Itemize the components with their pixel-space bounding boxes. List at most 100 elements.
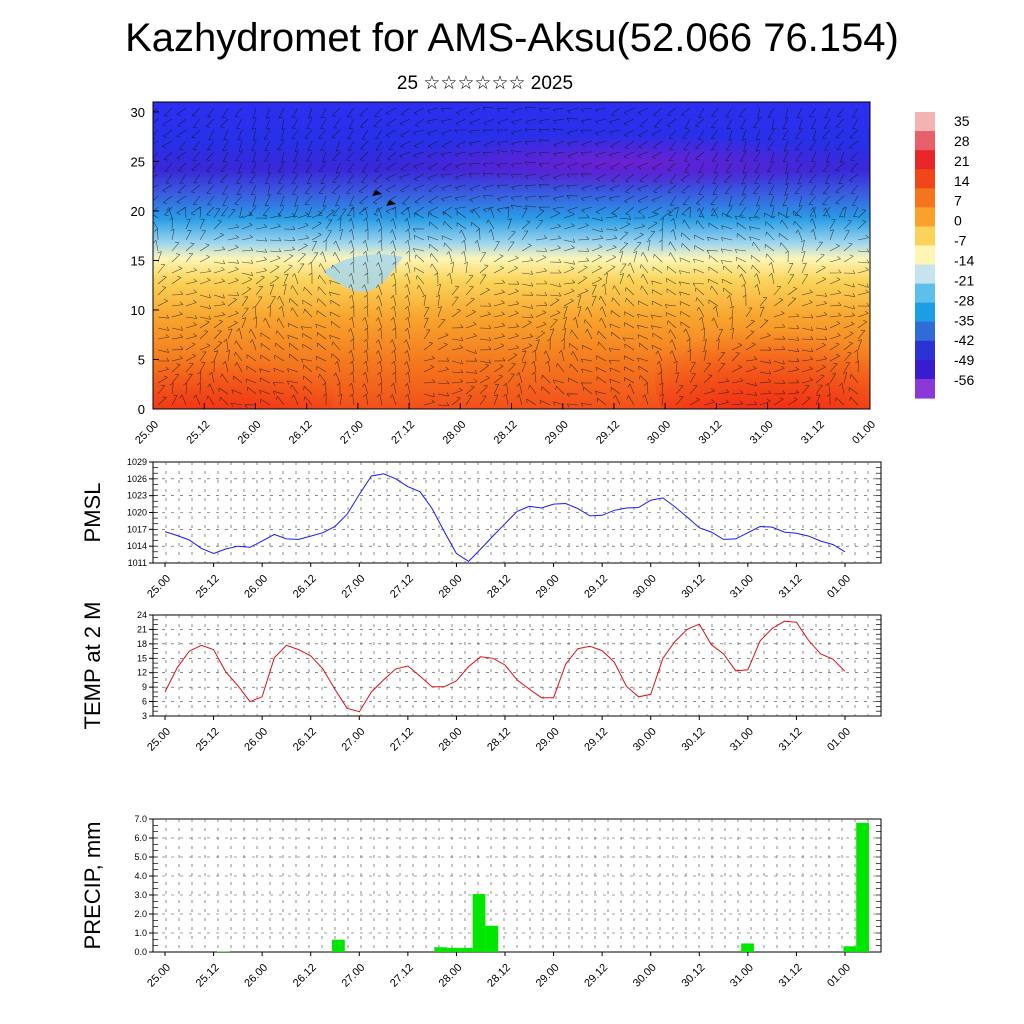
precip-bar <box>485 925 499 952</box>
precip-bar <box>856 822 869 952</box>
colorbar-label: -7 <box>954 233 967 249</box>
section-x-tick-label: 31.12 <box>799 419 827 447</box>
colorbar-label: 0 <box>954 213 962 229</box>
precip-bar <box>216 951 230 952</box>
precip-x-tick-label: 30.00 <box>631 962 659 990</box>
colorbar-label: -35 <box>954 312 974 328</box>
precip-minor-ticks <box>153 818 881 953</box>
section-y-tick-label: 30 <box>131 105 145 120</box>
precip-y-tick-label: 1.0 <box>134 928 147 938</box>
section-x-tick-label: 30.12 <box>697 419 725 447</box>
colorbar-label: -42 <box>954 332 974 348</box>
pmsl-x-tick-label: 26.00 <box>242 573 270 601</box>
pmsl-y-tick-label: 1014 <box>127 541 147 551</box>
precip-y-tick-label: 2.0 <box>134 909 147 919</box>
colorbar-segment <box>915 112 935 132</box>
section-x-tick-label: 28.12 <box>492 419 520 447</box>
pmsl-x-tick-label: 26.12 <box>291 573 319 601</box>
precip-x-tick-label: 30.12 <box>679 962 707 990</box>
temp2m-frame <box>152 614 882 717</box>
wind-barbs <box>153 106 870 409</box>
colorbar-segment <box>915 264 935 285</box>
colorbar-segment <box>915 245 935 266</box>
section-x-tick-label: 26.00 <box>236 419 264 447</box>
temp2m-x-tick-label: 27.12 <box>388 726 416 754</box>
pmsl-x-tick-label: 31.00 <box>728 573 756 601</box>
pmsl-x-tick-label: 28.12 <box>485 573 513 601</box>
temp2m-x-tick-label: 31.00 <box>728 726 756 754</box>
temp2m-x-tick-label: 31.12 <box>777 726 805 754</box>
pmsl-y-tick-label: 1026 <box>127 474 147 484</box>
section-x-tick-label: 29.00 <box>543 419 571 447</box>
colorbar-label: -49 <box>954 352 974 368</box>
section-x-tick-label: 28.00 <box>440 419 468 447</box>
cold-area-top <box>393 134 853 190</box>
pmsl-y-tick-label: 1017 <box>127 524 147 534</box>
pmsl-x-tick-label: 29.12 <box>582 573 610 601</box>
precip-grid <box>153 819 881 952</box>
section-y-tick-label: 10 <box>131 303 145 318</box>
precip-x-tick-label: 31.12 <box>777 962 805 990</box>
temp2m-x-tick-label: 01.00 <box>825 726 853 754</box>
pmsl-frame <box>152 461 882 564</box>
pmsl-x-tick-label: 30.00 <box>631 573 659 601</box>
section-y-tick-label: 25 <box>131 154 145 169</box>
temp2m-x-tick-label: 26.00 <box>242 726 270 754</box>
temp2m-x-tick-label: 25.12 <box>194 726 222 754</box>
precip-y-tick-label: 6.0 <box>134 833 147 843</box>
section-x-tick-label: 30.00 <box>645 419 673 447</box>
temp2m-x-tick-label: 30.12 <box>679 726 707 754</box>
precip-y-tick-label: 0.0 <box>134 947 147 957</box>
section-y-tick-label: 0 <box>138 402 145 417</box>
page-title: Kazhydromet for AMS-Aksu(52.066 76.154) <box>125 16 899 60</box>
precip-x-tick-label: 28.00 <box>437 962 465 990</box>
precip-x-tick-label: 29.00 <box>534 962 562 990</box>
precip-y-tick-label: 4.0 <box>134 871 147 881</box>
precip-bar <box>434 947 448 952</box>
temp2m-x-tick-label: 26.12 <box>291 726 319 754</box>
precip-x-tick-label: 27.12 <box>388 962 416 990</box>
section-y-tick-label: 15 <box>131 253 145 268</box>
colorbar-label: 7 <box>954 193 962 209</box>
colorbar-label: 35 <box>954 113 970 129</box>
colorbar-label: -14 <box>954 252 974 268</box>
precip-y-tick-label: 3.0 <box>134 890 147 900</box>
pmsl-y-tick-label: 1029 <box>127 457 147 467</box>
colorbar-segment <box>915 283 935 304</box>
precip-x-tick-label: 28.12 <box>485 962 513 990</box>
pmsl-axis-label: PMSL <box>80 483 105 543</box>
colorbar-label: 14 <box>954 173 970 189</box>
precip-x-tick-label: 25.12 <box>194 962 222 990</box>
section-x-tick-label: 31.00 <box>748 419 776 447</box>
colorbar: 35 28 21 14 7 0 -7 -14 -21 -28 -35 -42 -49 -56 <box>915 112 974 399</box>
wind-pennant <box>386 200 396 206</box>
colorbar-label: 28 <box>954 133 970 149</box>
colorbar-label: -56 <box>954 372 974 388</box>
section-x-tick-label: 27.00 <box>338 419 366 447</box>
precip-x-tick-label: 31.00 <box>728 962 756 990</box>
precip-x-tick-label: 25.00 <box>145 962 173 990</box>
wind-pennant <box>372 190 382 196</box>
warm-area-right <box>655 294 870 409</box>
page-subtitle: 25 ☆☆☆☆☆☆ 2025 <box>396 73 574 94</box>
colorbar-segment <box>915 150 935 170</box>
pmsl-y-tick-label: 1023 <box>127 491 147 501</box>
pmsl-x-tick-label: 29.00 <box>534 573 562 601</box>
precip-x-tick-label: 29.12 <box>582 962 610 990</box>
colorbar-segment <box>915 359 935 380</box>
precip-y-tick-label: 7.0 <box>134 814 147 824</box>
section-x-tick-label: 29.12 <box>594 419 622 447</box>
warm-area-left <box>153 329 333 409</box>
pmsl-x-tick-label: 01.00 <box>825 573 853 601</box>
temp2m-y-tick-label: 18 <box>137 639 147 649</box>
precip-bar <box>843 946 857 952</box>
section-x-tick-label: 27.12 <box>389 419 417 447</box>
pmsl-panel: 1011 1014 1017 1020 1023 1026 1029 25.00 25.12 26… <box>80 457 882 601</box>
pmsl-x-tick-label: 27.12 <box>388 573 416 601</box>
temp2m-minor-ticks <box>153 614 881 717</box>
pmsl-x-tick-label: 25.00 <box>145 573 173 601</box>
precip-axis-label: PRECIP, mm <box>80 822 105 950</box>
pmsl-x-tick-label: 30.12 <box>679 573 707 601</box>
section-x-tick-label: 26.12 <box>287 419 315 447</box>
pmsl-y-tick-label: 1020 <box>127 508 147 518</box>
